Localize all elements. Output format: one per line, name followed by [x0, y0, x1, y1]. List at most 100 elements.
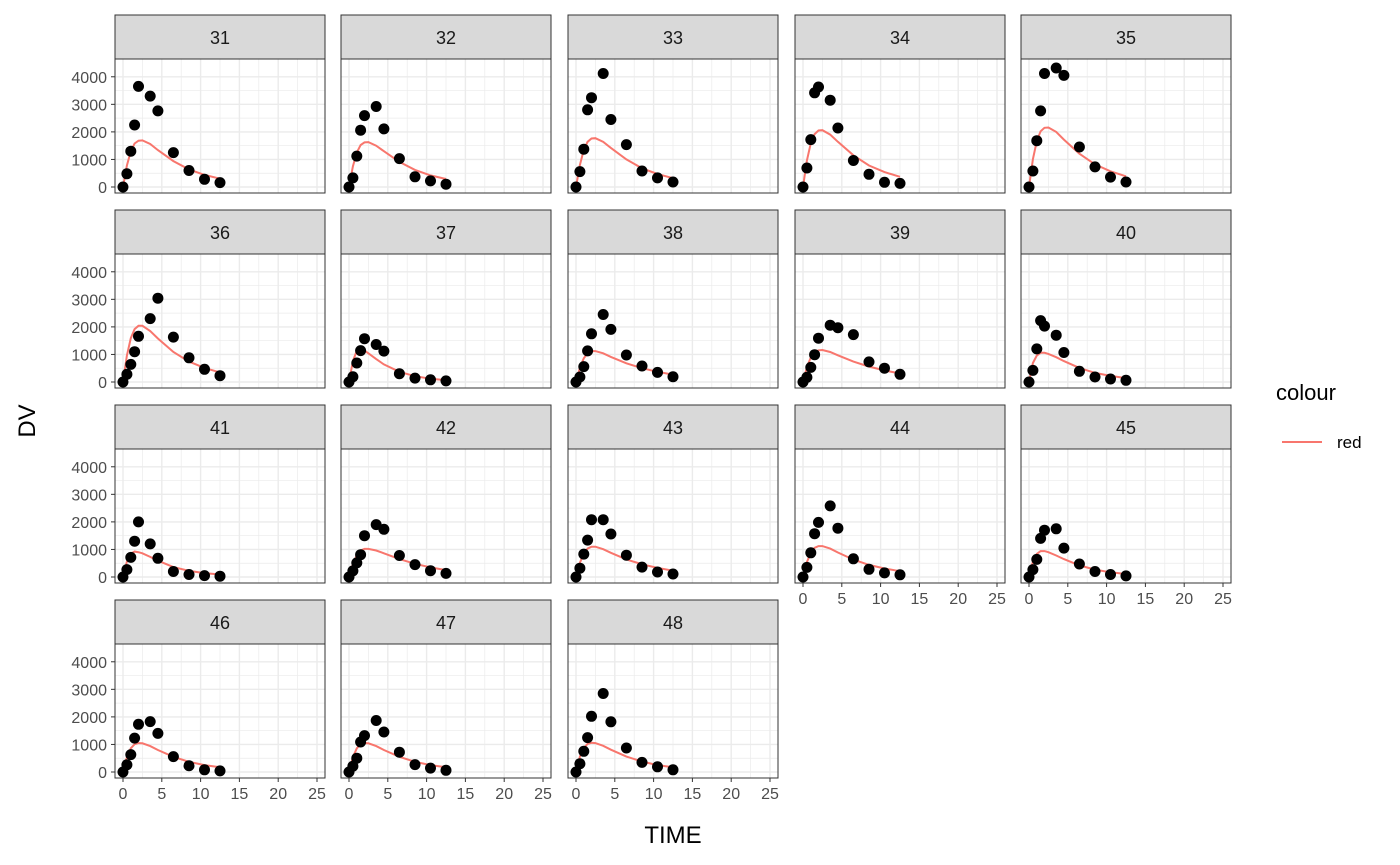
x-tick-label: 10 — [872, 591, 890, 608]
x-tick-label: 20 — [722, 786, 740, 803]
data-point — [847, 553, 859, 565]
data-point — [832, 522, 844, 534]
data-point — [167, 566, 179, 577]
data-point — [879, 176, 890, 188]
data-point — [347, 172, 359, 184]
data-point — [1058, 69, 1070, 81]
facet-strip — [1020, 14, 1232, 60]
y-tick-label: 0 — [98, 375, 107, 392]
data-point — [813, 516, 824, 528]
data-point — [1050, 523, 1062, 535]
data-point — [117, 181, 129, 193]
data-point — [667, 568, 679, 580]
data-point — [409, 759, 421, 771]
data-point — [578, 143, 590, 155]
data-point — [378, 123, 390, 135]
x-tick-label: 10 — [192, 786, 210, 803]
data-point — [636, 756, 648, 768]
panel-border — [340, 448, 552, 584]
data-point — [1023, 181, 1035, 193]
data-point — [425, 565, 436, 577]
facet-label: 45 — [1116, 418, 1136, 438]
data-point — [125, 749, 137, 761]
data-point — [355, 549, 367, 561]
facet-strip — [794, 14, 1006, 60]
y-tick-label: 2000 — [71, 515, 107, 532]
data-point — [620, 549, 632, 561]
data-point — [133, 718, 144, 730]
facet-label: 31 — [210, 28, 230, 48]
panel-border — [567, 253, 779, 389]
panel-border — [794, 58, 1006, 194]
data-point — [879, 362, 890, 374]
data-point — [586, 514, 597, 526]
x-tick-label: 20 — [495, 786, 513, 803]
data-point — [1105, 373, 1116, 385]
data-point — [582, 732, 594, 744]
data-point — [570, 181, 582, 193]
data-point — [582, 104, 594, 116]
data-point — [894, 177, 906, 189]
y-tick-label: 2000 — [71, 320, 107, 337]
data-point — [636, 360, 648, 372]
data-point — [1027, 364, 1039, 376]
data-point — [409, 171, 421, 183]
data-point — [125, 145, 137, 157]
data-point — [129, 535, 141, 547]
panel-38: 38 — [567, 209, 779, 389]
data-point — [605, 716, 617, 728]
data-point — [847, 155, 859, 166]
data-point — [183, 165, 195, 176]
y-tick-label: 3000 — [71, 682, 107, 699]
data-point — [801, 162, 813, 174]
data-point — [1035, 105, 1047, 117]
data-point — [1089, 161, 1101, 173]
data-point — [574, 562, 586, 574]
data-point — [597, 514, 609, 526]
data-point — [863, 356, 875, 368]
facet-strip — [794, 404, 1006, 450]
data-point — [359, 110, 370, 122]
data-point — [1039, 320, 1050, 332]
data-point — [125, 551, 137, 563]
data-point — [574, 758, 586, 770]
data-point — [152, 292, 164, 304]
data-point — [605, 114, 617, 125]
facet-label: 43 — [663, 418, 683, 438]
data-point — [824, 500, 836, 512]
panel-43: 43 — [567, 404, 779, 584]
data-point — [393, 746, 405, 758]
data-point — [813, 332, 824, 344]
panel-33: 33 — [567, 14, 779, 194]
facet-strip — [794, 209, 1006, 255]
data-point — [133, 516, 144, 528]
x-tick-label: 5 — [157, 786, 166, 803]
facet-label: 34 — [890, 28, 910, 48]
data-point — [879, 567, 890, 579]
x-tick-label: 0 — [1025, 591, 1034, 608]
x-tick-label: 5 — [837, 591, 846, 608]
data-point — [1050, 62, 1062, 74]
data-point — [582, 534, 594, 546]
data-point — [570, 571, 582, 583]
data-point — [121, 168, 133, 180]
data-point — [1031, 135, 1043, 147]
x-tick-label: 0 — [572, 786, 581, 803]
data-point — [578, 361, 590, 373]
data-point — [863, 563, 875, 575]
data-point — [351, 357, 363, 369]
data-point — [351, 752, 363, 764]
data-point — [378, 523, 390, 535]
facet-label: 32 — [436, 28, 456, 48]
data-point — [894, 569, 906, 581]
y-tick-label: 1000 — [71, 737, 107, 754]
y-tick-label: 3000 — [71, 487, 107, 504]
y-tick-label: 4000 — [71, 460, 107, 477]
y-tick-label: 4000 — [71, 265, 107, 282]
panel-border — [340, 253, 552, 389]
panel-44: 44 0 5 10 15 20 25 — [794, 404, 1006, 608]
data-point — [1035, 532, 1047, 544]
panel-37: 37 — [340, 209, 552, 389]
x-tick-label: 10 — [1098, 591, 1116, 608]
data-point — [1120, 374, 1132, 386]
